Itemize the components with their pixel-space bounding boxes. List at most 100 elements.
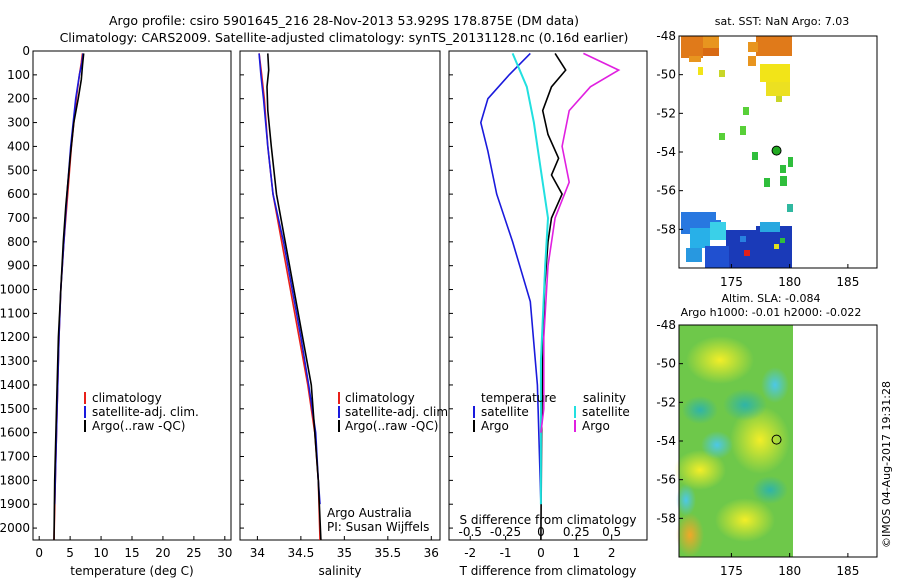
- sst-pixel: [788, 157, 793, 167]
- depth-tick-label: 1200: [0, 330, 30, 344]
- depth-tick-label: 100: [7, 68, 30, 82]
- title-line-2: Climatology: CARS2009. Satellite-adjuste…: [60, 30, 629, 45]
- sst-pixel: [752, 152, 758, 160]
- sst-pixel: [760, 222, 780, 232]
- legend-s-satellite-label: satellite: [582, 405, 630, 419]
- depth-tick-label: 300: [7, 116, 30, 130]
- lon-tick-label: 185: [836, 275, 859, 289]
- lat-tick-label: -52: [656, 106, 676, 120]
- depth-tick-label: 0: [22, 44, 30, 58]
- depth-tick-label: 800: [7, 235, 30, 249]
- salinity-axes-frame: [239, 50, 441, 541]
- sst-pixel: [740, 126, 746, 135]
- lon-tick-label: 175: [720, 275, 743, 289]
- sla-high-blob: [676, 513, 704, 557]
- s-tick-label: 0.25: [563, 525, 590, 539]
- temperature-argo-line: [53, 53, 85, 540]
- legend-satellite-label: satellite-adj. clim.: [345, 405, 452, 419]
- sla-low-blob: [752, 476, 788, 504]
- temperature-xlabel: temperature (deg C): [70, 564, 193, 578]
- lat-tick-label: -58: [656, 511, 676, 525]
- legend-argo-label: Argo(..raw -QC): [92, 419, 185, 433]
- legend-temperature-title: temperature: [481, 391, 556, 405]
- depth-tick-label: 1500: [0, 402, 30, 416]
- x-tick-label: 0: [35, 546, 43, 560]
- salinity-panel: 34 34.5 35 35.5 36 climatology satellite-adj…: [239, 50, 452, 578]
- lat-tick-label: -50: [656, 357, 676, 371]
- sst-pixel: [719, 70, 725, 77]
- x-tick-label: 15: [124, 546, 139, 560]
- sst-pixel: [774, 244, 779, 249]
- sla-low-blob: [723, 389, 767, 421]
- sst-map-panel: sat. SST: NaN Argo: 7.03: [656, 15, 878, 289]
- depth-tick-label: 1300: [0, 354, 30, 368]
- annotation-argo-australia: Argo Australia: [327, 506, 412, 520]
- sst-pixel: [689, 56, 701, 62]
- difference-legend: temperature satellite Argo salinity sate…: [473, 391, 630, 433]
- lon-tick-label: 180: [778, 564, 801, 578]
- sla-map-subtitle: Argo h1000: -0.01 h2000: -0.022: [681, 306, 862, 319]
- salinity-xlabel: salinity: [318, 564, 361, 578]
- depth-tick-label: 1700: [0, 450, 30, 464]
- depth-tick-label: 1800: [0, 473, 30, 487]
- depth-tick-label: 1100: [0, 306, 30, 320]
- lat-tick-label: -56: [656, 184, 676, 198]
- x-tick-label: 5: [66, 546, 74, 560]
- salinity-legend: climatology satellite-adj. clim. Argo(..…: [338, 391, 452, 433]
- sst-pixel: [681, 36, 703, 58]
- depth-tick-label: 1900: [0, 497, 30, 511]
- lon-tick-label: 180: [778, 275, 801, 289]
- legend-salinity-title: salinity: [583, 391, 626, 405]
- temperature-axis-ticks: 0 5 10 15 20 25 30: [35, 536, 232, 560]
- salinity-argo-line: [266, 53, 322, 540]
- sst-pixel: [764, 178, 770, 187]
- depth-tick-label: 600: [7, 187, 30, 201]
- sla-map-title: Altim. SLA: -0.084: [721, 292, 820, 305]
- t-diff-satellite-line: [479, 52, 542, 505]
- s-difference-xlabel: S difference from climatology: [460, 513, 637, 527]
- s-tick-label: 0.5: [602, 525, 621, 539]
- sst-pixel: [756, 36, 792, 56]
- legend-s-argo-label: Argo: [582, 419, 610, 433]
- legend-climatology-label: climatology: [92, 391, 162, 405]
- sst-pixel: [780, 176, 787, 186]
- x-tick-label: 1: [572, 546, 580, 560]
- sla-map-panel: Altim. SLA: -0.084 Argo h1000: -0.01 h20…: [656, 292, 878, 578]
- legend-satellite-label: satellite-adj. clim.: [92, 405, 199, 419]
- sla-low-blob: [761, 367, 789, 403]
- x-tick-label: 2: [608, 546, 616, 560]
- sla-latitude-ticks: -48 -50 -52 -54 -56 -58: [656, 318, 683, 525]
- sst-pixel: [766, 82, 790, 96]
- s-tick-label: -0.5: [459, 525, 482, 539]
- sla-high-blob: [686, 336, 754, 384]
- depth-tick-label: 900: [7, 259, 30, 273]
- temperature-legend: climatology satellite-adj. clim. Argo(..…: [84, 391, 199, 433]
- temperature-axes-frame: [32, 50, 232, 541]
- difference-panel: -2 -1 0 1 2 -0.5 -0.25 0 0.25 0.5 temperature sa…: [448, 50, 648, 578]
- sst-pixel: [703, 48, 719, 56]
- salinity-depth-ticks: [240, 50, 244, 529]
- x-tick-label: -1: [500, 546, 512, 560]
- sst-pixel: [760, 64, 790, 82]
- sst-pixel: [748, 56, 756, 66]
- x-tick-label: 34.5: [288, 546, 315, 560]
- lon-tick-label: 185: [836, 564, 859, 578]
- title-line-1: Argo profile: csiro 5901645_216 28-Nov-2…: [109, 13, 579, 28]
- sst-pixel: [698, 67, 703, 75]
- lat-tick-label: -52: [656, 395, 676, 409]
- lat-tick-label: -54: [656, 434, 676, 448]
- sst-latitude-ticks: -48 -50 -52 -54 -56 -58: [656, 29, 683, 236]
- legend-climatology-label: climatology: [345, 391, 415, 405]
- x-tick-label: 0: [537, 546, 545, 560]
- depth-tick-label: 1000: [0, 283, 30, 297]
- lat-tick-label: -48: [656, 29, 676, 43]
- x-tick-label: 35: [337, 546, 352, 560]
- difference-depth-ticks: [449, 50, 453, 529]
- legend-t-argo-label: Argo: [481, 419, 509, 433]
- sla-high-blob: [730, 406, 790, 474]
- s-diff-satellite-line: [511, 53, 550, 505]
- sla-longitude-ticks: 175 180 185: [720, 553, 859, 578]
- sst-pixel: [787, 204, 793, 212]
- sst-pixel: [719, 133, 725, 140]
- lat-tick-label: -58: [656, 222, 676, 236]
